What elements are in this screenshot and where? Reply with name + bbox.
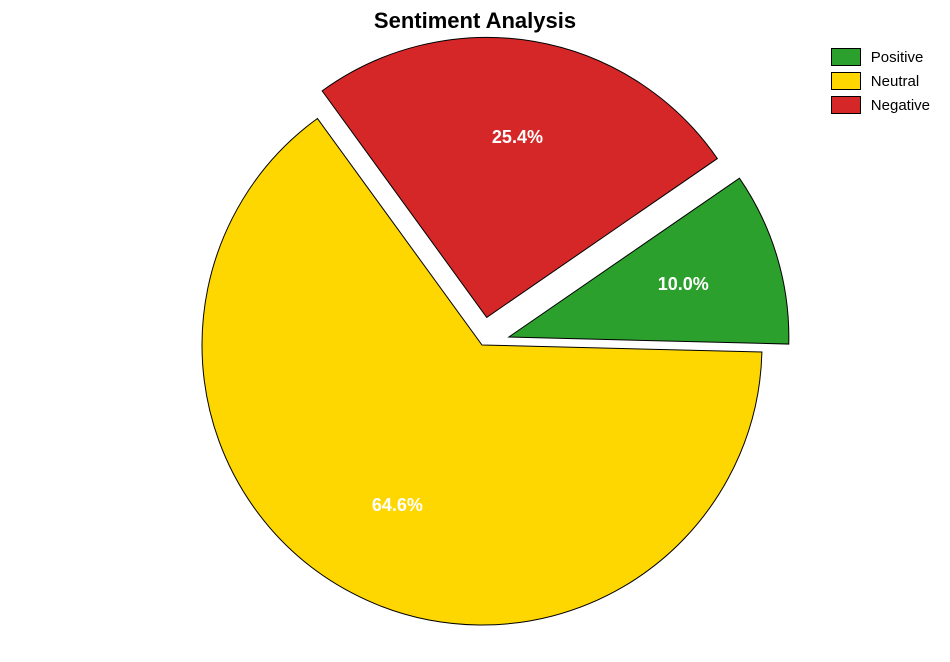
pie-svg: 25.4% 10.0% 64.6% xyxy=(0,0,950,662)
legend-item-positive: Positive xyxy=(831,48,930,66)
legend-label-negative: Negative xyxy=(871,97,930,114)
legend-label-positive: Positive xyxy=(871,49,924,66)
pie-label-neutral: 64.6% xyxy=(372,495,423,515)
pie-label-positive: 10.0% xyxy=(658,274,709,294)
legend: Positive Neutral Negative xyxy=(831,48,930,120)
legend-item-negative: Negative xyxy=(831,96,930,114)
pie-label-negative: 25.4% xyxy=(492,127,543,147)
legend-label-neutral: Neutral xyxy=(871,73,919,90)
legend-swatch-negative xyxy=(831,96,861,114)
legend-swatch-positive xyxy=(831,48,861,66)
legend-swatch-neutral xyxy=(831,72,861,90)
legend-item-neutral: Neutral xyxy=(831,72,930,90)
sentiment-pie-chart: Sentiment Analysis 25.4%10.0%64.6% Posit… xyxy=(0,0,950,662)
